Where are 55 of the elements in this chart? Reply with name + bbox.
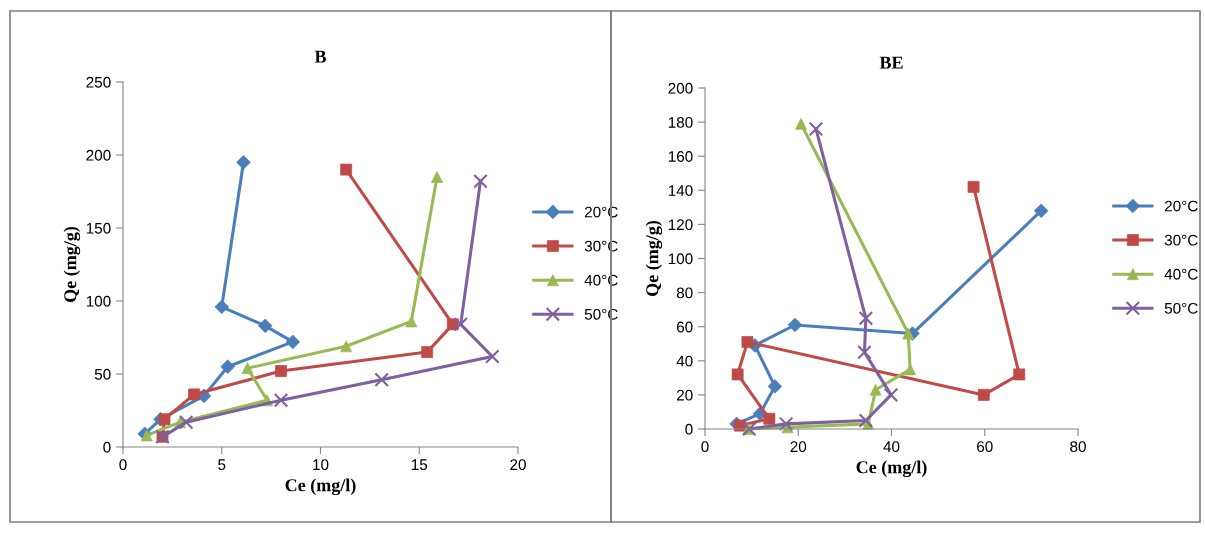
x-tick-label: 10: [313, 459, 329, 471]
y-tick-label: 180: [668, 116, 693, 128]
point: [778, 416, 794, 432]
y-tick-label: 250: [86, 76, 111, 88]
y-tick-label: 20: [676, 389, 693, 401]
point: [767, 379, 783, 394]
legend-label: 30°C: [584, 240, 618, 252]
y-tick-label: 120: [668, 219, 693, 231]
y-tick-label: 0: [685, 423, 693, 435]
y-tick-label: 60: [676, 321, 693, 333]
y-axis-title: Qe (mg/g): [645, 220, 663, 296]
point: [473, 173, 488, 189]
y-axis-title: Qe (mg/g): [63, 226, 81, 302]
x-axis-title: Ce (mg/l): [285, 478, 356, 496]
x-tick-label: 0: [119, 459, 127, 471]
legend-label: 20°C: [584, 206, 618, 218]
chart-title: B: [314, 50, 327, 63]
x-axis-title: Ce (mg/l): [856, 460, 927, 478]
y-tick-label: 150: [86, 222, 111, 234]
point: [236, 155, 251, 170]
point: [275, 365, 287, 377]
y-tick-label: 100: [86, 295, 111, 307]
point: [178, 414, 194, 430]
legend-label: 50°C: [584, 308, 618, 320]
chart-title: BE: [879, 56, 903, 69]
legend-label: 20°C: [1164, 200, 1198, 212]
point: [485, 349, 500, 364]
x-tick-label: 5: [218, 459, 226, 471]
y-tick-label: 200: [86, 149, 111, 161]
point: [453, 317, 469, 332]
point: [858, 310, 874, 326]
point: [374, 372, 390, 388]
y-tick-label: 50: [94, 368, 111, 380]
x-tick-label: 60: [977, 441, 993, 453]
x-tick-label: 80: [1070, 441, 1086, 453]
y-tick-label: 40: [676, 355, 693, 367]
x-tick-label: 15: [411, 459, 428, 471]
y-tick-label: 140: [668, 185, 693, 196]
x-tick-label: 20: [790, 441, 807, 453]
y-tick-label: 100: [668, 253, 693, 265]
legend-label: 40°C: [584, 274, 618, 286]
x-tick-label: 0: [701, 441, 709, 453]
y-tick-label: 200: [668, 82, 693, 94]
legend-label: 50°C: [1164, 302, 1198, 314]
y-tick-label: 160: [668, 151, 693, 162]
x-tick-label: 20: [510, 459, 526, 471]
x-tick-label: 40: [883, 441, 900, 453]
legend-label: 30°C: [1164, 234, 1198, 246]
point: [858, 413, 874, 428]
point: [857, 344, 872, 360]
legend-label: 40°C: [1164, 268, 1198, 280]
point: [883, 387, 899, 403]
point: [273, 392, 289, 408]
y-tick-label: 80: [676, 287, 693, 299]
point: [808, 121, 824, 137]
